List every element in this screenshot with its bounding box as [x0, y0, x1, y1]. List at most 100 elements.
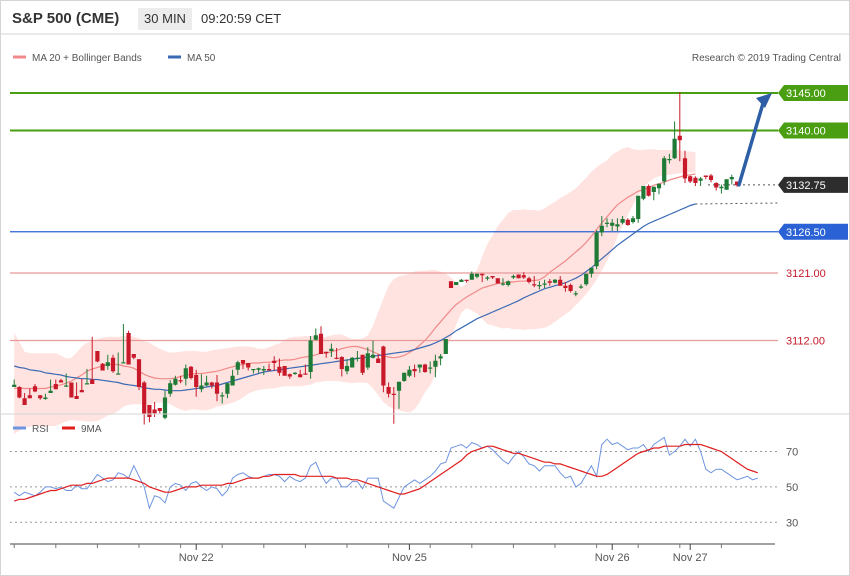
candle-body	[708, 175, 714, 180]
time-label: Nov 25	[392, 552, 427, 564]
candle-body	[266, 369, 272, 371]
level-tag-3	[778, 223, 848, 240]
time-label: Nov 26	[595, 552, 630, 564]
candle-body	[589, 267, 594, 274]
candle-body	[511, 276, 516, 278]
timeframe-button[interactable]: 30 MIN	[138, 8, 192, 30]
candle-body	[682, 158, 688, 179]
candle-body	[672, 138, 677, 159]
candle-body	[303, 373, 308, 375]
level-label-1: 3140.00	[786, 126, 826, 138]
candle-body	[714, 183, 719, 188]
candle-body	[578, 286, 584, 288]
level-label-3: 3126.50	[786, 227, 826, 239]
bollinger-band-fill	[14, 147, 696, 435]
candle-body	[178, 380, 183, 382]
candle-body	[79, 390, 84, 393]
candle-body	[474, 273, 480, 277]
candle-body	[573, 293, 578, 295]
candle-body	[495, 278, 500, 284]
time-axis-labels: Nov 22 Nov 25 Nov 26 Nov 27	[13, 544, 722, 564]
candle-body	[173, 378, 178, 385]
candle-body	[136, 359, 142, 387]
candle-body	[407, 369, 412, 376]
candle-body	[152, 409, 157, 414]
candle-body	[568, 285, 573, 291]
level-label-0: 3145.00	[786, 88, 826, 100]
candle-body	[506, 281, 511, 285]
candle-body	[110, 357, 116, 372]
candle-body	[360, 354, 365, 373]
candle-body	[17, 387, 22, 398]
candle-body	[656, 183, 662, 189]
level-tag-2	[778, 176, 848, 193]
rsi-ma-line	[14, 443, 758, 502]
candle-body	[734, 181, 740, 186]
symbol-title: S&P 500 (CME)	[12, 10, 120, 27]
candle-body	[454, 282, 459, 285]
arrow-head	[756, 93, 772, 108]
candle-body	[209, 382, 214, 386]
ma50-line	[14, 203, 696, 392]
candle-body	[370, 354, 376, 358]
candle-body	[610, 222, 615, 226]
candle-body	[27, 395, 32, 399]
candle-body	[381, 346, 386, 386]
candle-body	[386, 387, 391, 394]
candle-body	[272, 360, 277, 363]
candle-body	[74, 396, 79, 399]
candle-body	[532, 284, 537, 286]
candle-body	[95, 351, 100, 362]
candle-body	[485, 277, 490, 279]
level-tag-1	[778, 122, 848, 139]
candle-body	[157, 408, 162, 411]
candle-body	[558, 279, 563, 286]
candle-body	[225, 383, 230, 394]
candle-body	[615, 224, 620, 227]
rsi-level-label-0: 70	[786, 447, 798, 459]
candle-body	[516, 274, 521, 279]
ma50-extension	[695, 202, 779, 205]
level-label-5: 3112.00	[786, 336, 825, 348]
candle-body	[636, 195, 641, 219]
ma20-legend-label: MA 20 + Bollinger Bands	[32, 53, 142, 64]
candle-body	[277, 366, 282, 373]
rsi-level-label-1: 50	[786, 482, 798, 494]
candle-body	[199, 385, 204, 390]
bollinger-bands	[14, 147, 696, 435]
candle-body	[251, 369, 256, 371]
candle-body	[490, 276, 495, 278]
candle-body	[729, 177, 734, 180]
candle-body	[168, 383, 173, 394]
moving-averages	[14, 173, 779, 392]
candle-body	[719, 186, 724, 189]
candle-body	[526, 278, 532, 282]
rsi-pane: 70 50 30	[10, 436, 798, 529]
candle-body	[422, 364, 428, 372]
candle-body	[292, 372, 298, 374]
time-label: Nov 22	[179, 552, 214, 564]
candle-body	[214, 382, 220, 394]
candle-body	[724, 179, 729, 190]
candle-body	[142, 382, 147, 414]
candle-body	[625, 219, 630, 225]
candle-body	[116, 373, 121, 375]
candle-body	[240, 360, 246, 364]
price-levels	[10, 92, 778, 342]
ma50-legend-label: MA 50	[187, 53, 216, 64]
ma9-legend-label: 9MA	[81, 424, 102, 435]
rsi-legend-label: RSI	[32, 424, 49, 435]
candle-body	[537, 285, 542, 287]
candle-body	[480, 273, 485, 276]
candle-body	[604, 222, 610, 224]
candle-body	[438, 356, 443, 359]
candle-body	[298, 374, 303, 378]
candle-body	[162, 397, 168, 418]
candle-body	[428, 367, 433, 369]
level-label-2: 3132.75	[786, 180, 826, 192]
ma20-line	[14, 173, 696, 390]
rsi-line	[13, 436, 758, 510]
candle-body	[235, 362, 240, 370]
candle-body	[256, 368, 261, 370]
